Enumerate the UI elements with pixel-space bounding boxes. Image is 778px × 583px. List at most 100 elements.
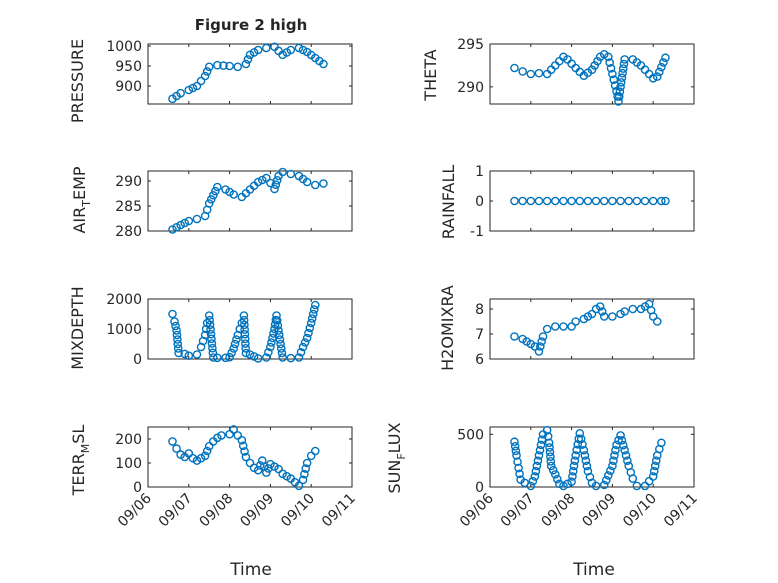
data-point bbox=[568, 466, 578, 476]
data-point bbox=[579, 445, 589, 455]
data-point bbox=[545, 443, 554, 452]
data-point bbox=[535, 445, 545, 455]
figure-title: Figure 2 high bbox=[195, 16, 308, 34]
data-point bbox=[255, 461, 265, 470]
data-point bbox=[583, 196, 593, 206]
data-point bbox=[229, 425, 238, 434]
data-point bbox=[652, 317, 662, 326]
data-point bbox=[648, 472, 658, 481]
data-point bbox=[174, 348, 183, 358]
data-point bbox=[608, 196, 617, 206]
data-point bbox=[604, 52, 613, 62]
data-point bbox=[650, 461, 660, 471]
xlabel-right: Time bbox=[572, 560, 615, 580]
ytick-label: 0 bbox=[133, 352, 142, 368]
subplot-h2omixra: H2OMIXRA 6 7 8 bbox=[438, 285, 695, 371]
data-point bbox=[240, 320, 249, 330]
data-point bbox=[310, 446, 320, 456]
data-point bbox=[294, 43, 304, 53]
data-point bbox=[604, 471, 613, 480]
data-point bbox=[530, 342, 540, 351]
data-point bbox=[225, 352, 234, 362]
xtick-label: 09/08 bbox=[539, 491, 579, 531]
data-point bbox=[614, 435, 623, 445]
data-point bbox=[518, 196, 527, 206]
data-point bbox=[208, 343, 217, 353]
axes-box-pressure bbox=[147, 43, 353, 105]
ytick-label: 285 bbox=[115, 199, 142, 215]
data-point bbox=[555, 479, 564, 489]
data-point bbox=[567, 196, 576, 206]
data-point bbox=[534, 451, 544, 460]
data-point bbox=[211, 186, 220, 196]
data-point bbox=[298, 342, 308, 352]
data-point bbox=[243, 55, 253, 64]
data-point bbox=[286, 353, 296, 363]
data-point bbox=[278, 167, 287, 177]
data-point bbox=[601, 475, 611, 485]
data-point bbox=[200, 330, 210, 340]
data-point bbox=[576, 434, 586, 444]
data-point bbox=[262, 468, 271, 477]
data-point bbox=[616, 82, 625, 92]
data-point bbox=[581, 456, 591, 465]
data-point bbox=[304, 328, 313, 338]
xtick-label: 09/08 bbox=[197, 491, 237, 531]
data-point bbox=[651, 456, 661, 465]
data-point bbox=[605, 58, 614, 67]
data-point bbox=[526, 481, 536, 491]
ytick-label: 100 bbox=[115, 456, 142, 472]
data-point bbox=[648, 73, 658, 83]
data-point bbox=[213, 353, 222, 363]
data-point bbox=[580, 451, 590, 460]
data-point bbox=[307, 314, 317, 323]
xtick-label: 09/06 bbox=[115, 490, 155, 530]
ytick-label: 6 bbox=[475, 352, 484, 368]
data-point bbox=[559, 322, 568, 331]
data-point bbox=[619, 59, 629, 69]
ylabel-sun-flux: SUNFLUX bbox=[385, 422, 408, 493]
data-point bbox=[238, 441, 248, 451]
ytick-label: 0 bbox=[475, 480, 484, 496]
ylabel-terr-msl-sub: M bbox=[79, 444, 92, 454]
data-point bbox=[241, 348, 251, 358]
data-point bbox=[184, 216, 194, 226]
data-point bbox=[184, 351, 194, 361]
data-point bbox=[518, 67, 527, 76]
data-point bbox=[204, 62, 214, 72]
data-point bbox=[599, 312, 609, 321]
data-point bbox=[294, 353, 304, 362]
data-point bbox=[240, 325, 249, 334]
data-point bbox=[661, 53, 670, 63]
ytick-label: 295 bbox=[457, 37, 484, 53]
data-point bbox=[534, 347, 544, 356]
data-point bbox=[305, 323, 315, 333]
data-point bbox=[511, 446, 521, 456]
data-point bbox=[275, 335, 285, 344]
data-point bbox=[225, 61, 234, 71]
data-point bbox=[546, 452, 555, 461]
data-point bbox=[301, 464, 311, 473]
ylabel-theta: THETA bbox=[421, 49, 440, 101]
data-point bbox=[286, 169, 296, 179]
data-point bbox=[542, 425, 552, 435]
data-point bbox=[587, 65, 597, 75]
ytick-label: 1000 bbox=[106, 39, 142, 55]
data-point bbox=[204, 199, 214, 208]
data-point bbox=[239, 315, 249, 325]
data-point bbox=[172, 444, 181, 453]
data-point bbox=[257, 175, 267, 185]
data-point bbox=[264, 347, 273, 357]
data-point bbox=[510, 332, 519, 341]
data-point bbox=[587, 309, 597, 319]
data-point bbox=[657, 62, 666, 72]
data-point bbox=[559, 196, 568, 206]
data-point bbox=[593, 56, 602, 66]
data-point bbox=[173, 335, 182, 344]
ytick-label: 500 bbox=[457, 427, 484, 443]
data-point bbox=[310, 300, 320, 310]
data-point bbox=[202, 67, 212, 76]
data-point bbox=[180, 349, 190, 359]
data-point bbox=[221, 353, 230, 363]
data-point bbox=[531, 466, 541, 476]
